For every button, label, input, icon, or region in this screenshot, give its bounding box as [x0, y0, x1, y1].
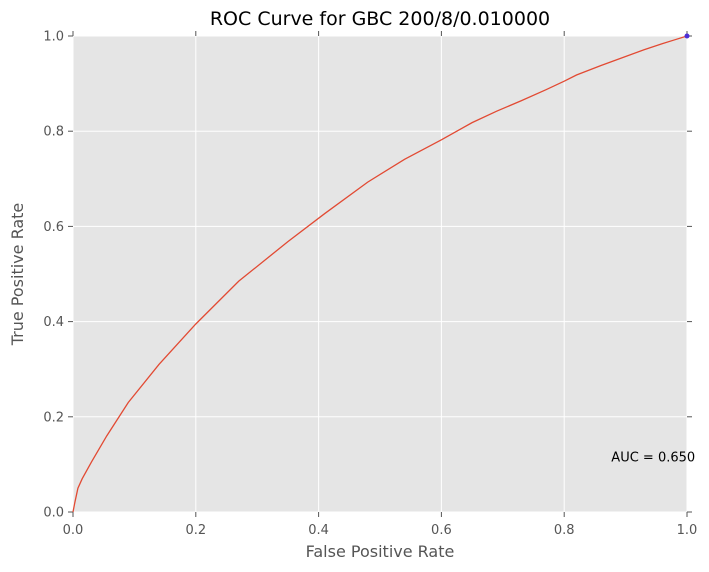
plot-background	[73, 36, 687, 512]
y-axis-label: True Positive Rate	[8, 203, 27, 347]
x-tick-label: 0.6	[431, 523, 452, 538]
x-tick-label: 0.8	[554, 523, 575, 538]
axis-ticks: 0.0 0.2 0.4 0.6 0.8 1.0 0.0 0.2 0.4 0.6 0.8 1.0	[43, 30, 697, 539]
y-tick-label: 1.0	[43, 30, 64, 45]
annotations-layer: AUC = 0.650	[611, 450, 695, 465]
y-tick-label: 0.8	[43, 125, 64, 140]
x-tick-label: 0.4	[308, 523, 329, 538]
y-tick-label: 0.4	[43, 315, 64, 330]
y-tick-label: 0.0	[43, 506, 64, 521]
grid-lines	[72, 35, 688, 513]
x-axis-label: False Positive Rate	[306, 542, 455, 561]
endpoint-marker	[684, 33, 690, 39]
markers-layer	[684, 33, 690, 39]
chart-title: ROC Curve for GBC 200/8/0.010000	[210, 8, 550, 30]
x-tick-label: 0.2	[185, 523, 206, 538]
series-layer	[72, 35, 688, 513]
y-tick-label: 0.2	[43, 410, 64, 425]
y-tick-label: 0.6	[43, 220, 64, 235]
roc-curve-line	[72, 35, 688, 513]
auc-annotation: AUC = 0.650	[611, 450, 695, 465]
x-tick-label: 1.0	[677, 523, 698, 538]
x-tick-label: 0.0	[63, 523, 84, 538]
